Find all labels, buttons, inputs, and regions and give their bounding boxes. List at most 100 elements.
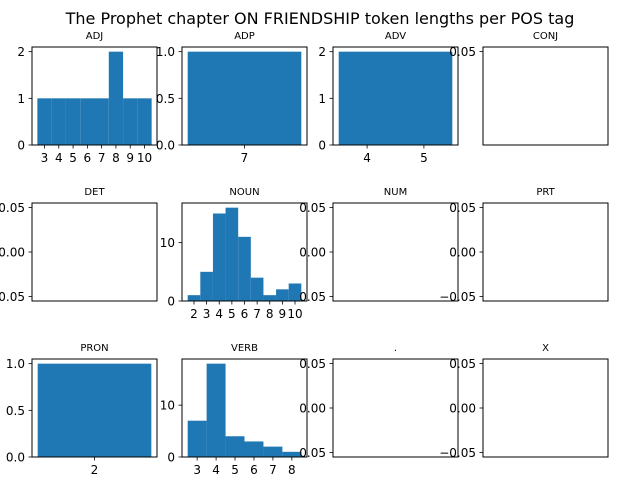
histogram-bar	[225, 436, 245, 457]
histogram-bar	[225, 207, 239, 301]
histogram-bar	[212, 213, 226, 301]
axes-frame	[332, 46, 459, 146]
y-tick-label: 0.05	[299, 446, 326, 460]
y-tick-label: 1	[17, 92, 25, 106]
y-tick-label: 0.00	[299, 402, 326, 416]
panel-title: VERB	[231, 343, 258, 354]
panel-title: X	[542, 343, 549, 354]
x-tick-label: 7	[253, 307, 261, 321]
histogram-bar	[338, 51, 396, 145]
y-tick-label: 0.00	[449, 402, 476, 416]
panel-title: ADV	[385, 31, 406, 42]
y-tick-label: 0.05	[0, 201, 25, 215]
x-tick-label: 10	[287, 307, 302, 321]
histogram-bar	[94, 98, 109, 145]
x-tick-label: 4	[363, 151, 371, 165]
histogram-bar	[37, 363, 152, 457]
subplot-x: X 0.05 0.00 −0.05	[439, 343, 609, 460]
subplot-punct: . 0.05 0.00 0.05	[299, 343, 459, 460]
histogram-bar	[200, 271, 213, 301]
histogram-bar	[187, 295, 201, 301]
y-tick-label: 0.00	[0, 246, 25, 260]
axes-frame	[31, 202, 158, 302]
x-tick-label: 10	[137, 151, 152, 165]
histogram-bar	[37, 98, 52, 145]
x-tick-label: 5	[228, 307, 236, 321]
panel-title: NOUN	[229, 187, 259, 198]
axes-frame	[332, 358, 459, 458]
panel-title: DET	[84, 187, 105, 198]
y-tick-label: 2	[318, 45, 326, 59]
histogram-bar	[263, 295, 277, 301]
histogram-bar	[65, 98, 81, 145]
x-tick-label: 5	[231, 463, 239, 477]
y-tick-label: 10	[160, 236, 175, 250]
y-tick-label: 0.00	[299, 246, 326, 260]
y-tick-label: 0.05	[299, 201, 326, 215]
y-tick-label: 0	[318, 139, 326, 153]
y-tick-label: 0.0	[6, 451, 25, 465]
panel-title: NUM	[384, 187, 407, 198]
subplot-verb: VERB 3 4 5 6 7 8 0 10	[160, 343, 308, 477]
y-tick-label: 10	[160, 399, 175, 413]
histogram-bar	[187, 51, 302, 145]
panel-title: PRON	[80, 343, 108, 354]
x-tick-label: 6	[241, 307, 249, 321]
y-tick-label: 0.5	[6, 404, 25, 418]
x-tick-label: 2	[91, 463, 99, 477]
histogram-bar	[244, 441, 264, 457]
histogram-bar	[250, 277, 264, 301]
y-tick-label: −0.05	[439, 290, 476, 304]
y-tick-label: 0.05	[449, 357, 476, 371]
histogram-bar	[123, 98, 138, 145]
axes-frame	[482, 358, 609, 458]
y-tick-label: 1.0	[156, 45, 175, 59]
histogram-bar	[288, 283, 302, 301]
x-tick-label: 5	[69, 151, 77, 165]
axes-frame	[482, 46, 609, 146]
subplot-prt: PRT 0.05 0.00 −0.05	[439, 187, 609, 304]
y-tick-label: −0.05	[439, 446, 476, 460]
y-tick-label: 0.05	[449, 45, 476, 59]
x-tick-label: 4	[212, 463, 220, 477]
panel-title: ADP	[234, 31, 255, 42]
y-tick-label: 0	[167, 295, 175, 309]
histogram-bar	[395, 51, 453, 145]
histogram-bar	[51, 98, 66, 145]
x-tick-label: 6	[84, 151, 92, 165]
axes-frame	[31, 46, 158, 146]
histogram-bar	[276, 289, 289, 301]
x-tick-label: 7	[241, 151, 249, 165]
y-tick-label: 0.0	[156, 139, 175, 153]
histogram-bar	[108, 51, 124, 145]
histogram-bar	[238, 236, 251, 301]
y-tick-label: 0.05	[0, 290, 25, 304]
panel-title: PRT	[536, 187, 555, 198]
histogram-bar	[206, 363, 226, 457]
x-tick-label: 8	[288, 463, 296, 477]
x-tick-label: 7	[98, 151, 106, 165]
histogram-bar	[282, 451, 302, 457]
subplot-pron: PRON 2 0.0 0.5 1.0	[6, 343, 158, 477]
subplot-adv: ADV 4 5 0 1 2	[318, 31, 459, 165]
x-tick-label: 8	[266, 307, 274, 321]
histogram-bar	[137, 98, 152, 145]
panel-title: CONJ	[533, 31, 558, 42]
histogram-bar	[263, 446, 283, 457]
panel-title: ADJ	[86, 31, 104, 42]
subplot-conj: CONJ 0.05	[449, 31, 609, 146]
subplot-adj: ADJ 3 4 5 6 7 8 9 10 0 1 2	[17, 31, 158, 165]
x-tick-label: 6	[250, 463, 258, 477]
panel-title: .	[394, 343, 397, 354]
figure-title: The Prophet chapter ON FRIENDSHIP token …	[65, 9, 575, 28]
y-tick-label: 0	[167, 451, 175, 465]
x-tick-label: 4	[55, 151, 63, 165]
x-tick-label: 9	[279, 307, 287, 321]
y-tick-label: 0	[17, 139, 25, 153]
x-tick-label: 2	[190, 307, 198, 321]
y-tick-label: 0.05	[449, 201, 476, 215]
axes-frame	[181, 358, 308, 458]
subplot-det: DET 0.05 0.00 0.05	[0, 187, 158, 304]
axes-frame	[332, 202, 459, 302]
